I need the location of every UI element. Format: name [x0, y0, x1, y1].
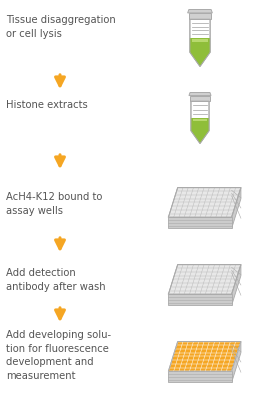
- Polygon shape: [168, 188, 240, 217]
- Polygon shape: [168, 294, 231, 306]
- Polygon shape: [189, 96, 209, 101]
- Polygon shape: [231, 188, 240, 228]
- Polygon shape: [188, 92, 210, 96]
- Polygon shape: [193, 119, 206, 121]
- Polygon shape: [168, 342, 240, 371]
- Polygon shape: [168, 371, 231, 382]
- Polygon shape: [168, 217, 231, 228]
- Polygon shape: [231, 342, 240, 382]
- Polygon shape: [168, 264, 240, 294]
- Text: Histone extracts: Histone extracts: [6, 100, 87, 110]
- Text: Add detection
antibody after wash: Add detection antibody after wash: [6, 268, 105, 292]
- Text: Tissue disaggregation
or cell lysis: Tissue disaggregation or cell lysis: [6, 15, 115, 39]
- Polygon shape: [189, 19, 209, 66]
- Polygon shape: [190, 118, 208, 144]
- Polygon shape: [231, 264, 240, 306]
- Polygon shape: [187, 10, 212, 13]
- Text: Add developing solu-
tion for fluorescence
development and
measurement: Add developing solu- tion for fluorescen…: [6, 330, 111, 381]
- Polygon shape: [189, 38, 209, 66]
- Polygon shape: [192, 39, 207, 42]
- Polygon shape: [190, 101, 208, 144]
- Text: AcH4-K12 bound to
assay wells: AcH4-K12 bound to assay wells: [6, 192, 102, 216]
- Polygon shape: [188, 13, 210, 19]
